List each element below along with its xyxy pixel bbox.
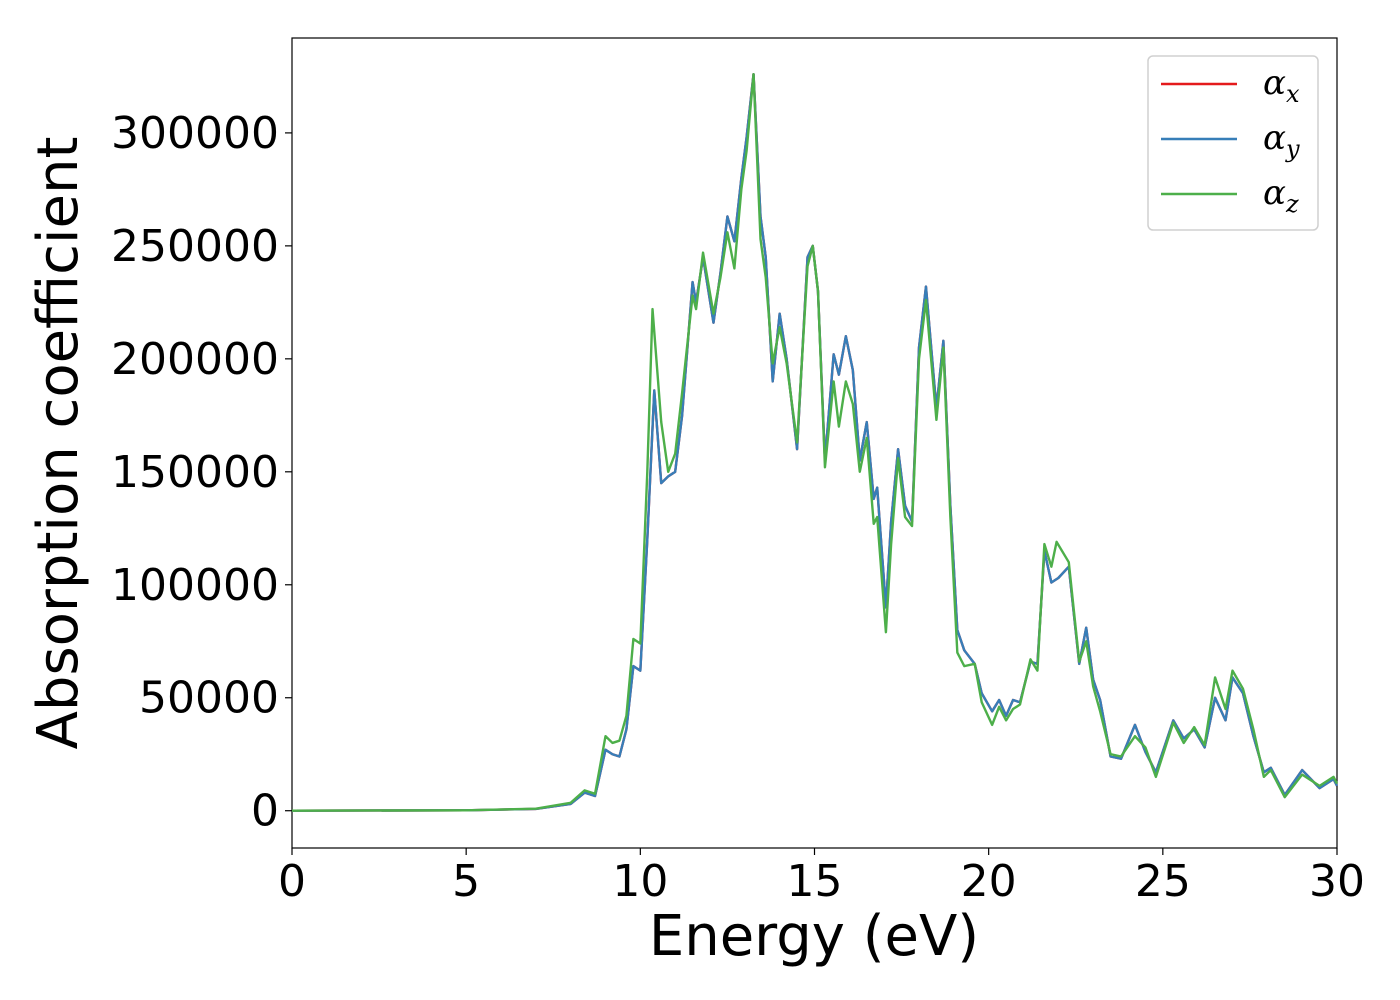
y-tick-label: 250000 xyxy=(111,221,279,272)
legend-label-subscript: x xyxy=(1286,80,1300,108)
y-axis: 0 50000 100000 150000 200000 250000 300000 xyxy=(111,108,292,837)
legend-label-x: αx xyxy=(1263,63,1300,108)
y-tick-label: 300000 xyxy=(111,108,279,159)
series-layer xyxy=(291,72,1339,812)
y-tick-label: 0 xyxy=(251,786,279,837)
x-tick-label: 15 xyxy=(787,856,843,907)
legend-label-main: α xyxy=(1263,63,1286,103)
x-tick-label: 5 xyxy=(452,856,480,907)
y-tick-label: 200000 xyxy=(111,334,279,385)
y-axis-title: Absorption coefficient xyxy=(26,137,91,750)
legend-label-main: α xyxy=(1263,173,1286,213)
series-line-z xyxy=(291,72,1339,812)
y-tick-label: 150000 xyxy=(111,447,279,498)
x-tick-label: 0 xyxy=(278,856,306,907)
legend-label-subscript: y xyxy=(1285,135,1300,163)
legend-label-y: αy xyxy=(1263,118,1300,163)
y-tick-label: 50000 xyxy=(139,673,279,724)
x-tick-label: 25 xyxy=(1135,856,1191,907)
legend-label-z: αz xyxy=(1263,173,1299,218)
x-tick-label: 10 xyxy=(612,856,668,907)
x-tick-label: 20 xyxy=(961,856,1017,907)
series-line-y xyxy=(291,72,1339,812)
x-axis-title: Energy (eV) xyxy=(649,904,979,969)
y-tick-label: 100000 xyxy=(111,560,279,611)
legend-label-subscript: z xyxy=(1285,190,1299,218)
x-axis: 0 5 10 15 20 25 30 xyxy=(278,848,1365,907)
x-tick-label: 30 xyxy=(1309,856,1365,907)
legend-label-main: α xyxy=(1263,118,1286,158)
legend-box xyxy=(1147,55,1319,231)
